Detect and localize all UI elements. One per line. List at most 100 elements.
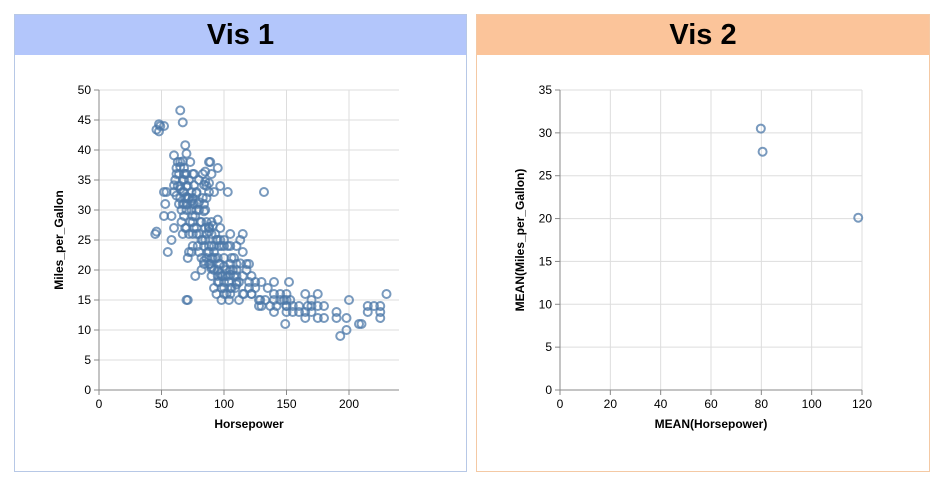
vis-1-point: [166, 211, 177, 221]
vis-1-point: [215, 181, 226, 191]
vis-1-point: [160, 199, 171, 209]
vis-1-point: [219, 241, 229, 251]
vis-1-point: [287, 307, 298, 317]
vis-2-y-tick-label: 30: [539, 126, 553, 140]
vis-2-x-tick-label: 40: [654, 397, 668, 411]
vis-1-point: [312, 301, 323, 311]
vis-1-point: [306, 307, 317, 317]
vis-1-point: [354, 319, 364, 329]
vis-1-point: [200, 176, 211, 187]
vis-1-point: [162, 247, 173, 257]
vis-1-point: [280, 319, 291, 329]
vis-1-point: [284, 277, 294, 287]
vis-2-x-tick-label: 100: [802, 397, 822, 411]
vis-1-point: [319, 301, 329, 311]
vis-2-x-axis-title: MEAN(Horsepower): [655, 417, 768, 431]
vis-1-chart: 0 50 100 150 200 0 5 10 15 20 25 30 35 40 45 50 Horsepow…: [52, 83, 399, 431]
vis-2-x-tick-label: 0: [557, 397, 564, 411]
vis-2-x-tick-label: 120: [852, 397, 872, 411]
vis-2-y-tick-label: 20: [539, 212, 553, 226]
vis-1-point: [281, 295, 292, 305]
vis-1-point: [181, 295, 192, 305]
vis-1-point: [241, 259, 252, 269]
vis-2-title: Vis 2: [477, 15, 929, 55]
vis-1-point: [200, 205, 211, 215]
vis-1-point: [281, 301, 292, 311]
vis-2-x-tick-label: 80: [755, 397, 769, 411]
vis-1-point: [287, 301, 298, 311]
vis-1-point: [206, 229, 217, 239]
vis-1-point: [212, 214, 223, 225]
vis-1-point: [169, 223, 179, 233]
vis-1-point: [246, 271, 257, 281]
vis-1-point: [206, 169, 217, 179]
vis-1-point: [341, 325, 352, 335]
vis-1-point: [187, 169, 198, 179]
vis-2-point: [755, 123, 766, 134]
vis-1-x-tick-label: 200: [339, 397, 359, 411]
vis-1-point: [187, 241, 198, 251]
vis-1-y-tick-label: 40: [78, 143, 92, 157]
vis-1-point: [210, 229, 221, 239]
vis-1-y-tick-label: 35: [78, 173, 92, 187]
vis-1-point: [246, 289, 257, 299]
vis-1-point: [209, 187, 219, 197]
vis-1-point: [300, 307, 311, 317]
vis-1-point: [196, 265, 207, 275]
vis-1-point: [269, 277, 279, 287]
vis-1-point: [221, 265, 232, 275]
vis-1-point: [174, 199, 184, 209]
vis-1-point: [381, 289, 392, 299]
vis-1-point: [204, 187, 214, 197]
vis-1-point: [254, 295, 264, 305]
vis-1-x-tick-label: 50: [155, 397, 169, 411]
vis-1-panel: Vis 1 0 50 100 150 200 0 5 10 15 20 25 30 35 40 45 50 Ho…: [14, 14, 467, 472]
vis-1-point: [341, 313, 352, 323]
vis-2-point: [757, 146, 768, 157]
vis-1-point: [225, 289, 236, 299]
vis-1-point: [177, 117, 188, 128]
vis-1-y-axis-title: Miles_per_Gallon: [52, 190, 66, 289]
vis-1-point: [191, 229, 202, 239]
vis-1-point: [312, 313, 323, 323]
vis-1-y-tick-label: 30: [78, 203, 92, 217]
vis-1-point: [215, 223, 226, 233]
vis-2-y-tick-label: 15: [539, 254, 553, 268]
vis-1-point: [300, 289, 311, 299]
vis-1-point: [197, 193, 208, 203]
vis-1-point: [335, 331, 346, 341]
vis-1-point: [151, 124, 162, 135]
vis-1-y-tick-label: 25: [78, 233, 92, 247]
vis-2-y-tick-label: 35: [539, 83, 553, 97]
vis-2-y-tick-label: 10: [539, 297, 553, 311]
vis-1-point: [222, 271, 233, 281]
vis-2-chart: 0 20 40 60 80 100 120 0 5 10 15 20 25 30 35 MEAN(Horsep…: [513, 83, 872, 431]
vis-1-x-tick-label: 100: [214, 397, 234, 411]
vis-1-point: [254, 301, 264, 311]
vis-1-point: [199, 256, 209, 266]
vis-1-point: [190, 211, 201, 221]
vis-1-point: [375, 307, 386, 317]
vis-1-point: [180, 140, 191, 151]
vis-1-point: [259, 187, 269, 197]
vis-2-x-tick-label: 60: [704, 397, 718, 411]
vis-1-point: [237, 247, 248, 257]
vis-1-y-tick-label: 20: [78, 263, 92, 277]
vis-1-point: [225, 241, 236, 251]
vis-2-y-axis-title: MEAN(Miles_per_Gallon): [513, 169, 527, 312]
vis-2-panel: Vis 2 0 20 40 60 80 100 120 0 5 10 15 20 25 30 35 MEAN(…: [476, 14, 930, 472]
vis-1-point: [230, 283, 241, 293]
vis-1-y-tick-label: 0: [84, 383, 91, 397]
vis-1-point: [362, 307, 373, 317]
vis-1-point: [256, 277, 267, 287]
vis-1-point: [169, 180, 179, 191]
vis-2-y-tick-label: 5: [545, 340, 552, 354]
vis-1-point: [205, 157, 216, 167]
vis-1-point: [312, 289, 323, 299]
vis-1-point: [362, 301, 373, 311]
vis-1-point: [281, 289, 292, 299]
vis-1-point: [306, 295, 317, 305]
vis-1-point: [231, 265, 242, 275]
vis-1-point: [262, 283, 273, 293]
vis-1-point: [196, 217, 207, 227]
